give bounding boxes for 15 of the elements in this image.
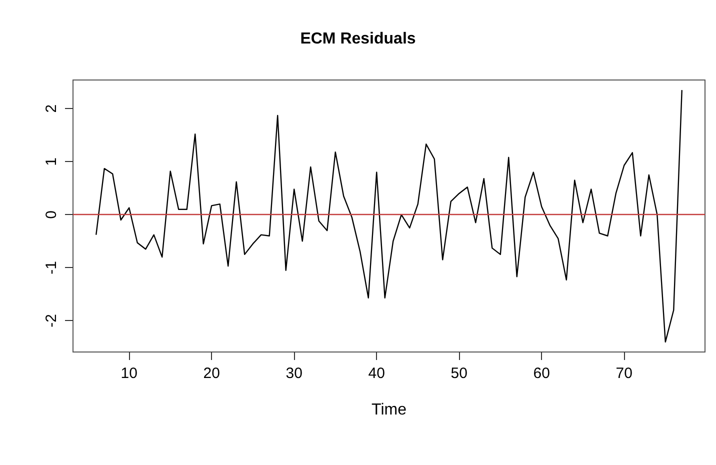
x-tick-label: 30 (286, 365, 302, 382)
y-tick-label: 0 (43, 210, 60, 219)
x-tick-label: 50 (450, 365, 468, 382)
y-tick-label: 2 (43, 104, 60, 113)
x-tick-label: 70 (616, 365, 632, 382)
x-tick-label: 60 (533, 365, 550, 382)
line-series (96, 89, 682, 343)
chart-title: ECM Residuals (300, 30, 416, 48)
y-tick-label: 1 (43, 157, 60, 166)
x-tick-label: 40 (368, 365, 385, 382)
x-axis-title: Time (372, 402, 407, 418)
x-tick-label: 20 (203, 365, 220, 382)
y-tick-label: -1 (43, 261, 60, 274)
y-tick-label: -2 (43, 314, 60, 328)
x-tick-label: 10 (120, 365, 138, 382)
